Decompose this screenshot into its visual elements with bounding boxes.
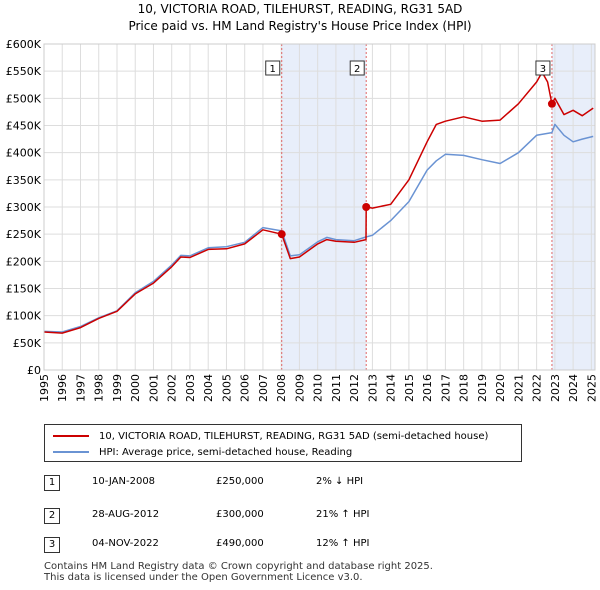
sale-marker-box bbox=[349, 60, 365, 76]
transaction-price: £250,000 bbox=[216, 476, 264, 487]
x-tick-label: 2018 bbox=[458, 374, 471, 402]
sale-marker-label: 3 bbox=[540, 64, 546, 75]
x-tick-label: 2006 bbox=[239, 374, 252, 402]
transaction-number: 2 bbox=[44, 508, 60, 524]
footer-copyright: Contains HM Land Registry data © Crown c… bbox=[44, 561, 433, 572]
transaction-price: £300,000 bbox=[216, 509, 264, 520]
x-tick-label: 1996 bbox=[56, 374, 69, 402]
x-tick-label: 2022 bbox=[531, 374, 544, 402]
transaction-price: £490,000 bbox=[216, 538, 264, 549]
x-tick-label: 1998 bbox=[93, 374, 106, 402]
y-tick-label: £50K bbox=[13, 337, 42, 350]
x-tick-label: 2007 bbox=[257, 374, 270, 402]
x-tick-label: 2009 bbox=[293, 374, 306, 402]
x-tick-label: 2015 bbox=[403, 374, 416, 402]
legend-swatch-property bbox=[53, 435, 89, 437]
legend-label-property: 10, VICTORIA ROAD, TILEHURST, READING, R… bbox=[99, 430, 489, 442]
x-tick-label: 2011 bbox=[330, 374, 343, 402]
y-tick-label: £150K bbox=[6, 283, 42, 296]
x-tick-label: 2019 bbox=[476, 374, 489, 402]
transaction-number: 1 bbox=[44, 475, 60, 491]
x-tick-label: 2017 bbox=[439, 374, 452, 402]
x-tick-label: 1997 bbox=[74, 374, 87, 402]
x-tick-label: 2000 bbox=[129, 374, 142, 402]
y-tick-label: £250K bbox=[6, 228, 42, 241]
transaction-date: 28-AUG-2012 bbox=[92, 509, 160, 520]
x-tick-label: 2008 bbox=[275, 374, 288, 402]
x-tick-label: 2012 bbox=[348, 374, 361, 402]
x-tick-label: 2014 bbox=[385, 374, 398, 402]
x-tick-label: 2004 bbox=[202, 374, 215, 402]
y-tick-label: £600K bbox=[6, 38, 42, 51]
y-tick-label: £450K bbox=[6, 120, 42, 133]
x-tick-label: 2025 bbox=[585, 374, 598, 402]
legend: 10, VICTORIA ROAD, TILEHURST, READING, R… bbox=[44, 424, 522, 462]
transaction-date: 04-NOV-2022 bbox=[92, 538, 159, 549]
sale-marker-label: 1 bbox=[270, 64, 276, 75]
y-tick-label: £400K bbox=[6, 147, 42, 160]
x-tick-label: 2013 bbox=[366, 374, 379, 402]
transaction-number: 3 bbox=[44, 537, 60, 553]
plot-border bbox=[43, 43, 596, 371]
y-tick-label: £500K bbox=[6, 92, 42, 105]
x-tick-label: 2024 bbox=[567, 374, 580, 402]
y-tick-label: £0 bbox=[27, 364, 41, 377]
chart-title: 10, VICTORIA ROAD, TILEHURST, READING, R… bbox=[137, 2, 463, 16]
x-tick-label: 2023 bbox=[549, 374, 562, 402]
y-tick-label: £300K bbox=[6, 201, 42, 214]
sale-marker-box bbox=[265, 60, 281, 76]
legend-item-property: 10, VICTORIA ROAD, TILEHURST, READING, R… bbox=[53, 429, 488, 443]
x-tick-label: 2010 bbox=[312, 374, 325, 402]
x-tick-label: 2020 bbox=[494, 374, 507, 402]
transaction-date: 10-JAN-2008 bbox=[92, 476, 156, 487]
transaction-hpi-diff: 12% ↑ HPI bbox=[316, 538, 370, 549]
sale-point bbox=[277, 230, 286, 239]
legend-swatch-hpi bbox=[53, 451, 89, 453]
x-tick-label: 2016 bbox=[421, 374, 434, 402]
chart-subtitle: Price paid vs. HM Land Registry's House … bbox=[128, 19, 472, 33]
y-tick-label: £350K bbox=[6, 174, 42, 187]
x-tick-label: 1999 bbox=[111, 374, 124, 402]
sale-marker-label: 2 bbox=[354, 64, 360, 75]
x-tick-label: 2005 bbox=[220, 374, 233, 402]
series-line-hpi bbox=[43, 123, 594, 333]
y-tick-label: £550K bbox=[6, 65, 42, 78]
x-tick-label: 2021 bbox=[512, 374, 525, 402]
legend-label-hpi: HPI: Average price, semi-detached house,… bbox=[99, 446, 353, 458]
legend-item-hpi: HPI: Average price, semi-detached house,… bbox=[53, 445, 352, 459]
transaction-hpi-diff: 2% ↓ HPI bbox=[316, 476, 364, 487]
y-tick-label: £100K bbox=[6, 310, 42, 323]
sale-marker-box bbox=[535, 60, 551, 76]
x-tick-label: 2002 bbox=[166, 374, 179, 402]
price-chart: £0 £50K £100K £150K £200K £250K £300K £350K £400… bbox=[6, 38, 599, 402]
y-tick-label: £200K bbox=[6, 255, 42, 268]
sale-point bbox=[547, 99, 556, 108]
x-tick-label: 2001 bbox=[147, 374, 160, 402]
sale-point bbox=[362, 203, 371, 211]
footer-licence: This data is licensed under the Open Gov… bbox=[44, 572, 363, 583]
x-tick-label: 1995 bbox=[38, 374, 51, 402]
transaction-hpi-diff: 21% ↑ HPI bbox=[316, 509, 370, 520]
x-tick-label: 2003 bbox=[184, 374, 197, 402]
